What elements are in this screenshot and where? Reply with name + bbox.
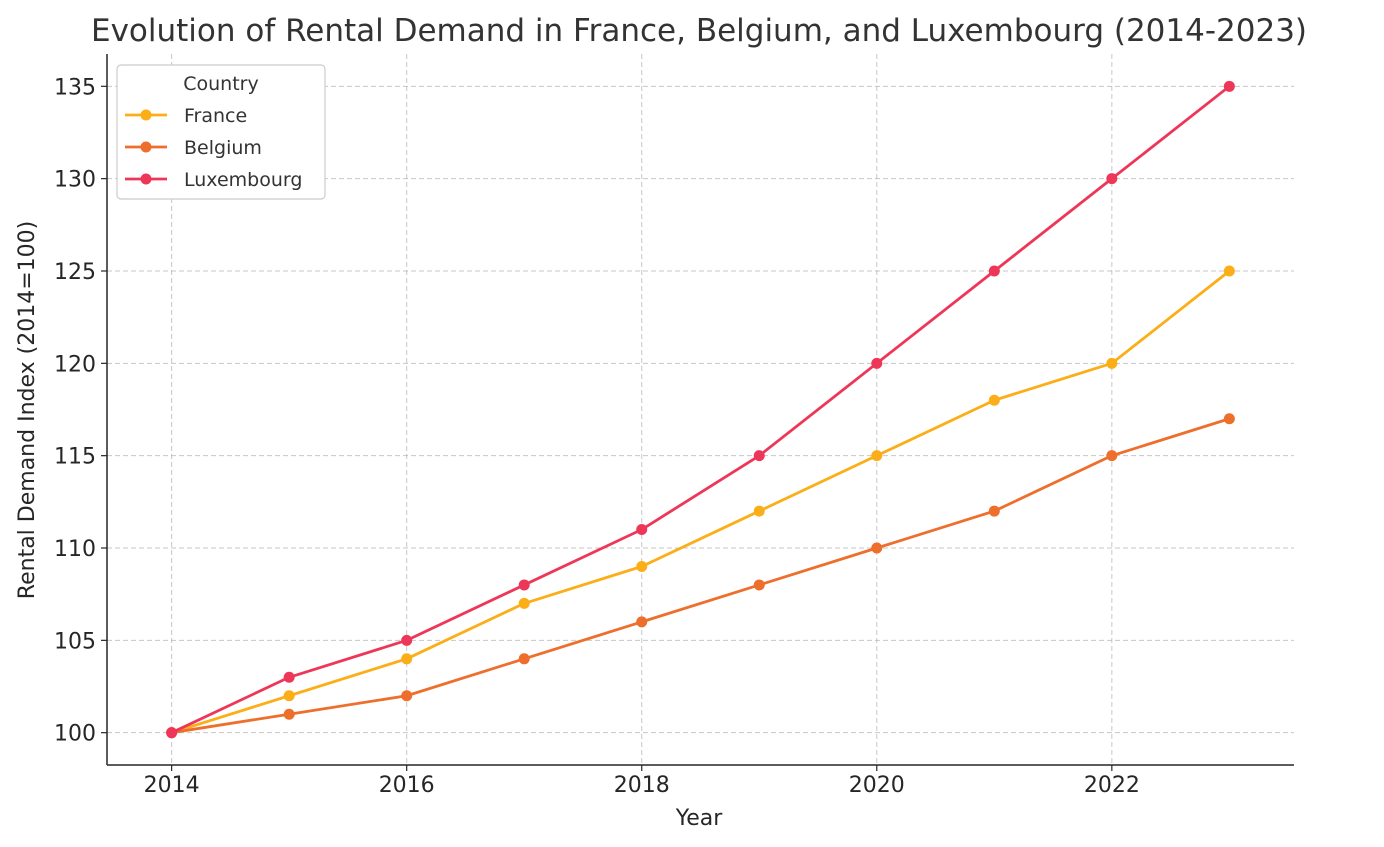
legend-label: Luxembourg [184, 169, 302, 191]
legend-item-belgium: Belgium [125, 137, 262, 159]
data-point-france [988, 394, 1000, 406]
data-point-belgium [401, 690, 413, 702]
data-point-belgium [753, 579, 765, 591]
data-point-belgium [871, 542, 883, 554]
x-tick-label: 2020 [849, 773, 905, 798]
y-tick-label: 125 [54, 260, 96, 285]
series-belgium [166, 413, 1235, 739]
data-point-france [1106, 357, 1118, 369]
chart-title: Evolution of Rental Demand in France, Be… [91, 13, 1307, 49]
y-tick-label: 115 [54, 445, 96, 470]
y-tick-label: 110 [54, 537, 96, 562]
y-tick-label: 135 [54, 75, 96, 100]
series-line-france [170, 269, 1231, 735]
data-point-luxembourg [753, 450, 765, 462]
y-tick-label: 120 [54, 352, 96, 377]
x-tick-label: 2018 [614, 773, 670, 798]
data-point-luxembourg [283, 671, 295, 683]
data-point-belgium [636, 616, 648, 628]
legend: Country France Belgium Luxembourg [116, 64, 326, 200]
legend-label: France [184, 105, 247, 127]
data-point-france [636, 560, 648, 572]
y-axis-title: Rental Demand Index (2014=100) [15, 221, 40, 599]
legend-label: Belgium [184, 137, 262, 159]
x-tick-label: 2022 [1084, 773, 1140, 798]
legend-swatch-marker [140, 109, 152, 121]
data-point-luxembourg [166, 727, 178, 739]
data-point-france [283, 690, 295, 702]
data-point-belgium [518, 653, 530, 665]
legend-item-luxembourg: Luxembourg [125, 169, 302, 191]
data-point-france [518, 597, 530, 609]
legend-swatch-marker [140, 141, 152, 153]
axes: 2014 2016 2018 2020 2022 100 105 110 115 120 125 13… [54, 54, 1294, 798]
series-luxembourg [166, 80, 1235, 739]
legend-frame [116, 64, 326, 200]
y-tick-label: 130 [54, 168, 96, 193]
data-point-belgium [1106, 450, 1118, 462]
data-point-france [401, 653, 413, 665]
data-point-luxembourg [401, 634, 413, 646]
series-layer [166, 80, 1235, 739]
x-tick-label: 2016 [379, 773, 435, 798]
series-line-belgium [170, 417, 1231, 735]
data-point-belgium [283, 708, 295, 720]
data-point-luxembourg [1223, 80, 1235, 92]
series-france [166, 265, 1235, 739]
legend-item-france: France [125, 105, 247, 127]
x-axis-title: Year [675, 806, 724, 831]
x-tick-label: 2014 [144, 773, 200, 798]
grid [107, 54, 1294, 765]
data-point-luxembourg [636, 524, 648, 536]
data-point-luxembourg [518, 579, 530, 591]
data-point-belgium [1223, 413, 1235, 425]
legend-title: Country [183, 73, 258, 95]
data-point-france [1223, 265, 1235, 277]
data-point-france [871, 450, 883, 462]
legend-swatch-marker [140, 173, 152, 185]
data-point-belgium [988, 505, 1000, 517]
data-point-luxembourg [1106, 173, 1118, 185]
series-line-luxembourg [170, 84, 1231, 735]
y-tick-label: 100 [54, 722, 96, 747]
data-point-luxembourg [988, 265, 1000, 277]
data-point-luxembourg [871, 357, 883, 369]
data-point-france [753, 505, 765, 517]
y-tick-label: 105 [54, 629, 96, 654]
